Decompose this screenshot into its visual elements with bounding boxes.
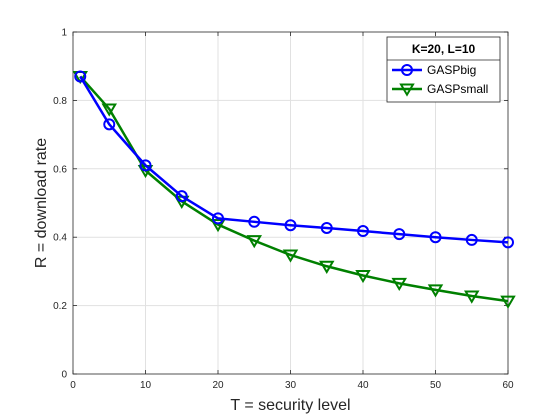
x-tick-label: 30	[285, 380, 297, 391]
data-point	[246, 235, 262, 249]
y-tick-label: 0.2	[53, 301, 67, 312]
data-point	[319, 260, 335, 274]
data-point	[427, 284, 444, 298]
data-point	[101, 103, 117, 117]
y-axis-label: R = download rate	[33, 138, 50, 268]
x-tick-label: 60	[502, 380, 514, 391]
data-point	[355, 270, 371, 284]
legend: K=20, L=10 GASPbig GASPsmall	[386, 36, 501, 103]
series-line	[79, 75, 509, 244]
y-tick-label: 0.4	[53, 233, 67, 244]
x-tick-label: 40	[357, 380, 369, 391]
data-point	[284, 219, 297, 232]
data-point	[393, 228, 406, 241]
legend-label: GASPsmall	[427, 82, 488, 96]
data-point	[464, 290, 480, 304]
data-point	[175, 190, 188, 203]
y-tick-label: 0.6	[53, 164, 67, 175]
y-tick-label: 0.8	[53, 96, 67, 107]
data-point	[103, 118, 116, 131]
x-axis-label: T = security level	[230, 397, 350, 414]
data-point	[500, 295, 516, 309]
y-tick-label: 0	[61, 370, 67, 381]
series-group	[72, 70, 516, 309]
data-point	[320, 221, 333, 234]
legend-title: K=20, L=10	[412, 42, 476, 56]
data-point	[282, 249, 299, 263]
data-point	[248, 215, 261, 228]
axes: 0 10 20 30 40 50 60 0 0.2 0.4 0.6 0.8 1	[53, 28, 514, 392]
data-point	[74, 70, 87, 83]
legend-entry: GASPbig	[392, 63, 476, 77]
data-point	[429, 231, 442, 244]
legend-entry: GASPsmall	[392, 82, 488, 97]
y-tick-label: 1	[61, 28, 67, 39]
x-tick-label: 20	[212, 380, 224, 391]
data-point	[139, 159, 152, 172]
data-point	[212, 212, 224, 225]
legend-swatch-marker	[399, 83, 415, 97]
legend-swatch-marker	[401, 64, 413, 76]
data-point	[357, 225, 369, 238]
data-point	[502, 236, 514, 249]
series-GASPbig	[74, 70, 514, 249]
x-tick-label: 0	[70, 380, 76, 391]
x-tick-label: 10	[140, 380, 152, 391]
x-tick-label: 50	[430, 380, 442, 391]
data-point	[465, 233, 478, 246]
data-point	[391, 277, 407, 292]
data-point	[210, 219, 226, 233]
legend-label: GASPbig	[427, 63, 476, 77]
